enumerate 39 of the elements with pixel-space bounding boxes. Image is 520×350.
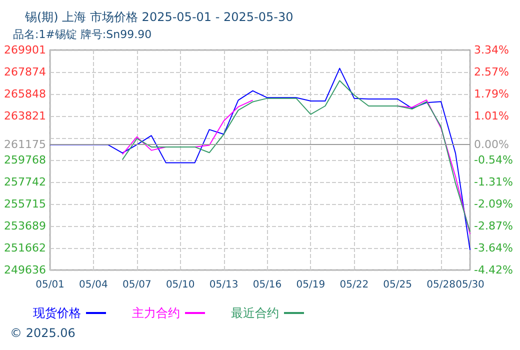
text: © 2025.06 (10, 326, 76, 340)
legend-label: 现货价格 (33, 306, 81, 320)
y-tick-label: 269901 (4, 44, 46, 56)
y2-tick-label: -2.09% (474, 197, 513, 210)
x-tick-label: 05/16 (252, 280, 282, 290)
chart-subtitle: 品名:1#锡锭 牌号:Sn99.90 (13, 28, 152, 41)
y2-tick-label: -1.31% (474, 175, 513, 188)
x-tick-label: 05/07 (122, 280, 152, 290)
y2-tick-label: 2.57% (474, 65, 509, 78)
y-tick-label: 251662 (4, 242, 46, 255)
y2-tick-label: 1.79% (474, 87, 509, 100)
x-tick-label: 05/04 (79, 280, 108, 290)
y-tick-label: 265848 (4, 88, 46, 100)
y-tick-label: 255715 (4, 198, 46, 211)
y2-tick-label: 3.34% (474, 44, 509, 56)
y-tick-label: 259768 (4, 154, 46, 167)
y-tick-label: 267874 (4, 66, 46, 79)
x-tick-label: 05/28 (426, 280, 456, 290)
x-tick-label: 05/19 (296, 280, 326, 290)
x-tick-label: 05/30 (456, 280, 484, 290)
y2-tick-label: 1.01% (474, 110, 509, 123)
x-tick-label: 05/25 (383, 280, 412, 290)
legend-label: 最近合约 (231, 306, 279, 320)
x-tick-label: 05/01 (36, 280, 64, 290)
y-tick-label: 253689 (4, 220, 46, 232)
x-tick-label: 05/22 (340, 280, 369, 290)
y-tick-label: 263821 (4, 110, 46, 123)
y2-tick-label: -2.87% (474, 220, 513, 233)
y-tick-label: 249636 (4, 264, 46, 276)
legend-label: 主力合约 (132, 306, 180, 320)
y2-tick-label: -4.42% (474, 264, 513, 276)
chart-title: 锡(期) 上海 市场价格 2025-05-01 - 2025-05-30 (24, 10, 294, 24)
y-tick-label: 257742 (4, 176, 46, 188)
y2-tick-label: -3.64% (474, 241, 513, 254)
y-tick-label: 261175 (4, 138, 46, 152)
y2-tick-label: -0.54% (474, 154, 513, 166)
x-tick-label: 05/13 (209, 280, 238, 290)
y2-tick-label: 0.00% (474, 138, 509, 152)
x-tick-label: 05/10 (166, 280, 195, 290)
